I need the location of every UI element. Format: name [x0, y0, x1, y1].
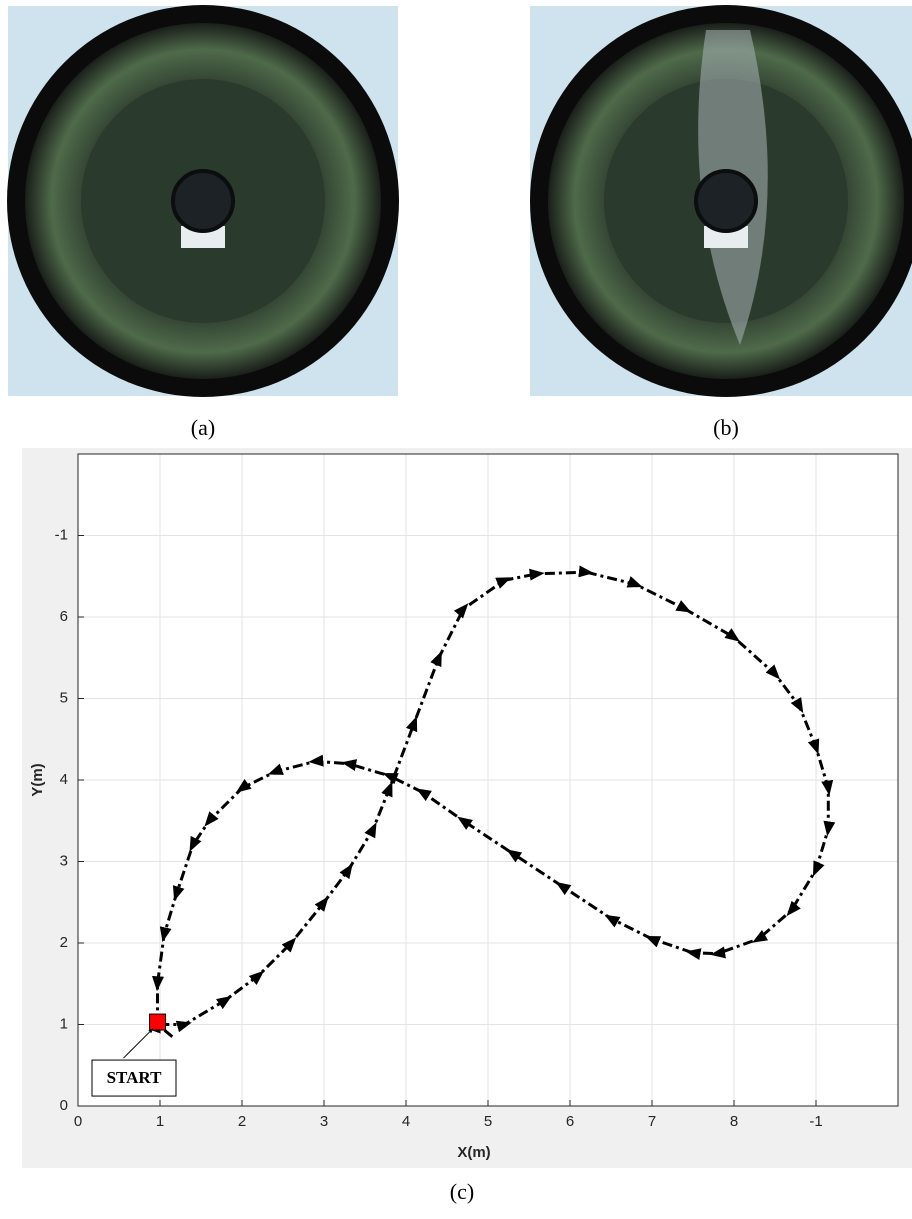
y-tick-label: 0: [60, 1097, 68, 1114]
caption: (c): [450, 1179, 474, 1204]
x-tick-label: 7: [648, 1113, 656, 1130]
y-axis-label: Y(m): [29, 763, 46, 796]
y-tick-label: 4: [60, 771, 68, 788]
annotation-box: [91, 1059, 177, 1097]
x-tick-label: 8: [730, 1113, 738, 1130]
x-tick-label: 1: [156, 1113, 164, 1130]
start-marker: [149, 1013, 167, 1031]
y-tick-label: 5: [60, 689, 68, 706]
photo-a: [7, 5, 399, 397]
photo-b: [530, 5, 912, 397]
y-tick-label: -1: [55, 526, 68, 543]
x-tick-label: 3: [320, 1113, 328, 1130]
start-label: START: [107, 1068, 162, 1087]
trajectory: [149, 565, 836, 1038]
x-tick-label: 6: [566, 1113, 574, 1130]
x-tick-label: 5: [484, 1113, 492, 1130]
y-tick-label: 1: [60, 1015, 68, 1032]
x-axis-label: X(m): [457, 1144, 490, 1161]
x-tick-label: 0: [74, 1113, 82, 1130]
x-tick-label: 2: [238, 1113, 246, 1130]
x-tick-label: -1: [809, 1113, 822, 1130]
x-tick-label: 4: [402, 1113, 410, 1130]
y-tick-label: 6: [60, 608, 68, 625]
y-tick-label: 2: [60, 934, 68, 951]
caption: (b): [713, 415, 739, 440]
annotation-arrow: [123, 1028, 154, 1059]
y-tick-label: 3: [60, 852, 68, 869]
caption: (a): [191, 415, 215, 440]
plot-frame: [77, 453, 899, 1107]
